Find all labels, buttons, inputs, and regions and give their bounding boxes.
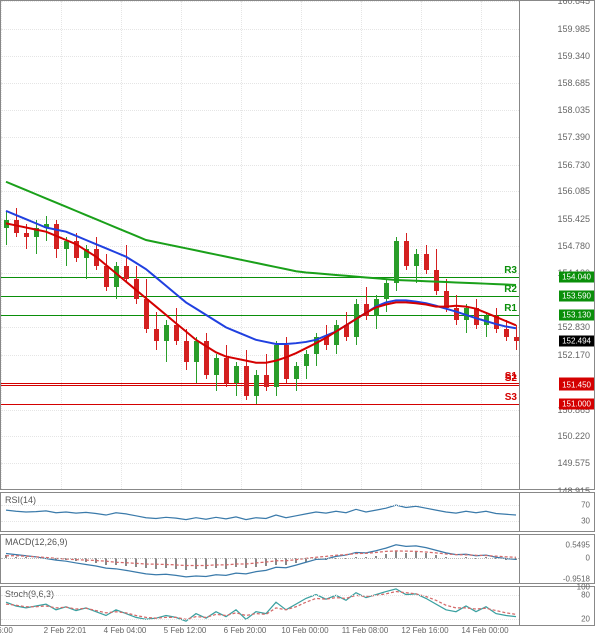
- stoch-plot[interactable]: [1, 587, 521, 625]
- level-tag-R3: 154.040: [559, 271, 594, 282]
- level-tag-R2: 153.590: [559, 290, 594, 301]
- price-tick: 152.170: [557, 350, 590, 360]
- price-tick: 160.645: [557, 0, 590, 6]
- price-tick: 155.425: [557, 214, 590, 224]
- rsi-panel: RSI(14) 3070: [0, 492, 595, 532]
- ma-blue: [6, 211, 516, 344]
- time-tick: 12 Feb 16:00: [401, 626, 448, 635]
- rsi-plot[interactable]: [1, 493, 521, 531]
- chart-container: R3R2R1S1S2S3 160.645 159.985 159.340 158.68…: [0, 0, 600, 639]
- price-tick: 159.340: [557, 51, 590, 61]
- price-tick: 150.220: [557, 431, 590, 441]
- time-tick: 6 Feb 20:00: [224, 626, 267, 635]
- stoch-y-axis: 2080100: [519, 587, 594, 625]
- time-tick: 4 Feb 04:00: [104, 626, 147, 635]
- ma-green: [6, 182, 516, 285]
- current-price-tag: 152.494: [559, 336, 594, 347]
- time-tick: 5 Feb 12:00: [164, 626, 207, 635]
- price-tick: 158.035: [557, 105, 590, 115]
- time-axis: 6:00 2 Feb 22:01 4 Feb 04:00 5 Feb 12:00 6 F…: [0, 626, 595, 639]
- price-tick: 157.390: [557, 132, 590, 142]
- time-tick: 10 Feb 00:00: [281, 626, 328, 635]
- stoch-panel: Stoch(9,6,3) 2080100: [0, 586, 595, 626]
- time-tick: 6:00: [0, 626, 13, 635]
- macd-panel: MACD(12,26,9) -0.951800.5495: [0, 534, 595, 584]
- time-tick: 11 Feb 08:00: [342, 626, 389, 635]
- level-tag-S2: 151.450: [559, 380, 594, 391]
- level-tag-R1: 153.130: [559, 309, 594, 320]
- macd-plot[interactable]: [1, 535, 521, 583]
- time-tick: 2 Feb 22:01: [44, 626, 87, 635]
- price-tick: 152.830: [557, 322, 590, 332]
- price-tick: 156.085: [557, 186, 590, 196]
- rsi-y-axis: 3070: [519, 493, 594, 531]
- price-tick: 158.685: [557, 78, 590, 88]
- time-tick: 14 Feb 00:00: [461, 626, 508, 635]
- level-tag-S3: 151.000: [559, 398, 594, 409]
- price-tick: 156.730: [557, 160, 590, 170]
- price-panel: R3R2R1S1S2S3 160.645 159.985 159.340 158.68…: [0, 0, 595, 490]
- price-y-axis: 160.645 159.985 159.340 158.685 158.035 157.3…: [519, 1, 594, 489]
- price-tick: 154.780: [557, 241, 590, 251]
- price-tick: 159.985: [557, 24, 590, 34]
- price-plot[interactable]: R3R2R1S1S2S3: [1, 1, 521, 489]
- price-tick: 149.575: [557, 458, 590, 468]
- macd-y-axis: -0.951800.5495: [519, 535, 594, 583]
